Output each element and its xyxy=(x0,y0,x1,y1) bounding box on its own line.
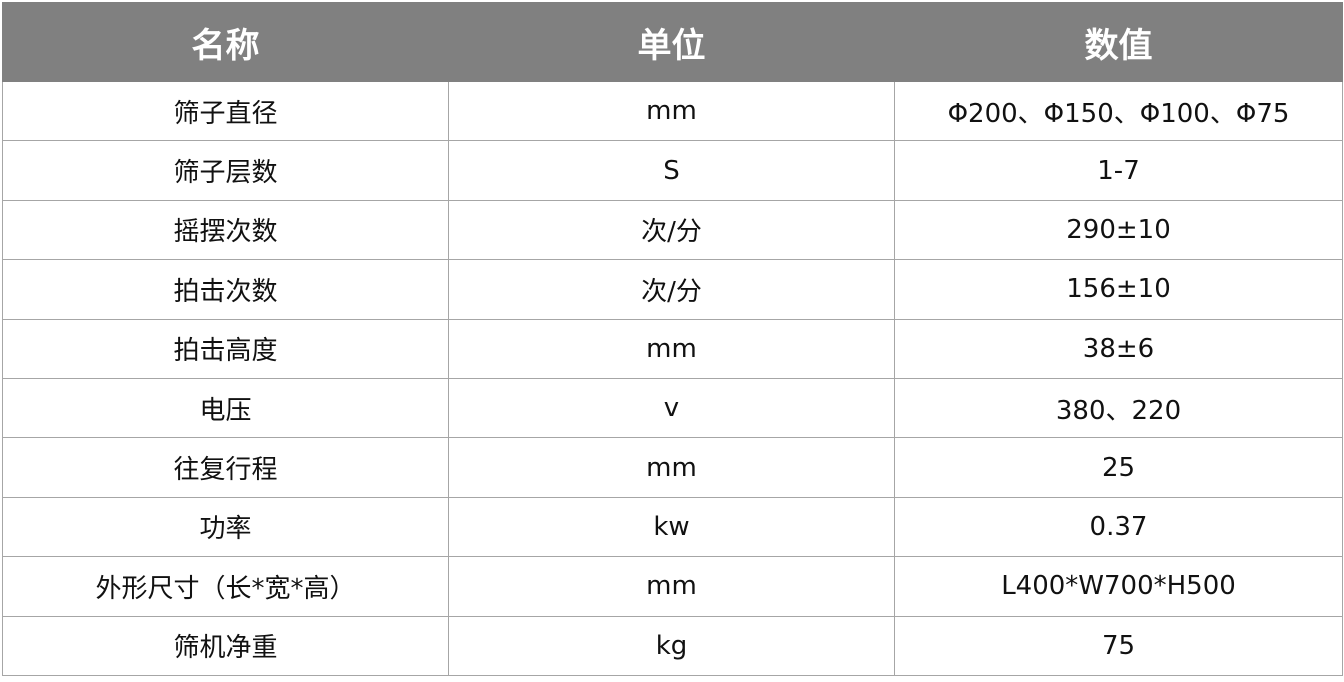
cell-name: 功率 xyxy=(2,496,449,558)
cell-value: 25 xyxy=(894,437,1343,498)
cell-value: 38±6 xyxy=(894,318,1343,379)
cell-unit: S xyxy=(448,140,895,201)
table-row: 电压 v 380、220 xyxy=(2,377,1343,439)
cell-unit: v xyxy=(448,377,895,439)
cell-value: 1-7 xyxy=(894,140,1343,201)
cell-unit: kw xyxy=(448,496,895,558)
table-row: 功率 kw 0.37 xyxy=(2,496,1343,558)
cell-unit: mm xyxy=(448,556,895,617)
cell-unit: mm xyxy=(448,318,895,379)
cell-value: 156±10 xyxy=(894,259,1343,320)
cell-value: 380、220 xyxy=(894,377,1343,439)
table-row: 外形尺寸（长*宽*高） mm L400*W700*H500 xyxy=(2,556,1343,617)
cell-unit: mm xyxy=(448,80,895,142)
cell-name: 拍击高度 xyxy=(2,318,449,379)
cell-name: 外形尺寸（长*宽*高） xyxy=(2,556,449,617)
cell-value: 0.37 xyxy=(894,496,1343,558)
cell-name: 电压 xyxy=(2,377,449,439)
cell-value: L400*W700*H500 xyxy=(894,556,1343,617)
cell-value: 75 xyxy=(894,615,1343,676)
table-row: 拍击高度 mm 38±6 xyxy=(2,318,1343,379)
table-row: 筛子直径 mm Φ200、Φ150、Φ100、Φ75 xyxy=(2,80,1343,142)
cell-name: 拍击次数 xyxy=(2,259,449,320)
cell-name: 筛子直径 xyxy=(2,80,449,142)
cell-unit: mm xyxy=(448,437,895,498)
cell-name: 筛子层数 xyxy=(2,140,449,201)
cell-unit: 次/分 xyxy=(448,199,895,261)
cell-unit: 次/分 xyxy=(448,259,895,320)
cell-name: 往复行程 xyxy=(2,437,449,498)
header-name: 名称 xyxy=(2,2,449,82)
cell-value: Φ200、Φ150、Φ100、Φ75 xyxy=(894,80,1343,142)
table-row: 往复行程 mm 25 xyxy=(2,437,1343,498)
cell-value: 290±10 xyxy=(894,199,1343,261)
table-row: 筛子层数 S 1-7 xyxy=(2,140,1343,201)
header-row: 名称 单位 数值 xyxy=(2,2,1343,82)
cell-name: 摇摆次数 xyxy=(2,199,449,261)
cell-name: 筛机净重 xyxy=(2,615,449,676)
table-row: 摇摆次数 次/分 290±10 xyxy=(2,199,1343,261)
cell-unit: kg xyxy=(448,615,895,676)
header-unit: 单位 xyxy=(448,2,895,82)
header-value: 数值 xyxy=(894,2,1343,82)
table-row: 筛机净重 kg 75 xyxy=(2,615,1343,676)
table-row: 拍击次数 次/分 156±10 xyxy=(2,259,1343,320)
